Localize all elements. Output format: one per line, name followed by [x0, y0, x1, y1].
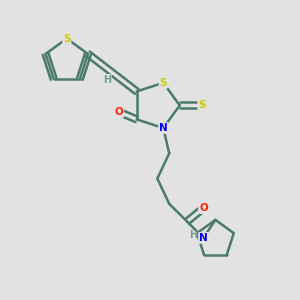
Text: N: N [159, 123, 168, 133]
Text: S: S [160, 78, 167, 88]
Text: H: H [103, 75, 111, 85]
Text: S: S [198, 100, 206, 110]
Text: H: H [189, 230, 197, 241]
Text: O: O [115, 107, 123, 117]
Text: S: S [63, 34, 70, 44]
Text: O: O [199, 203, 208, 213]
Text: N: N [199, 233, 208, 243]
